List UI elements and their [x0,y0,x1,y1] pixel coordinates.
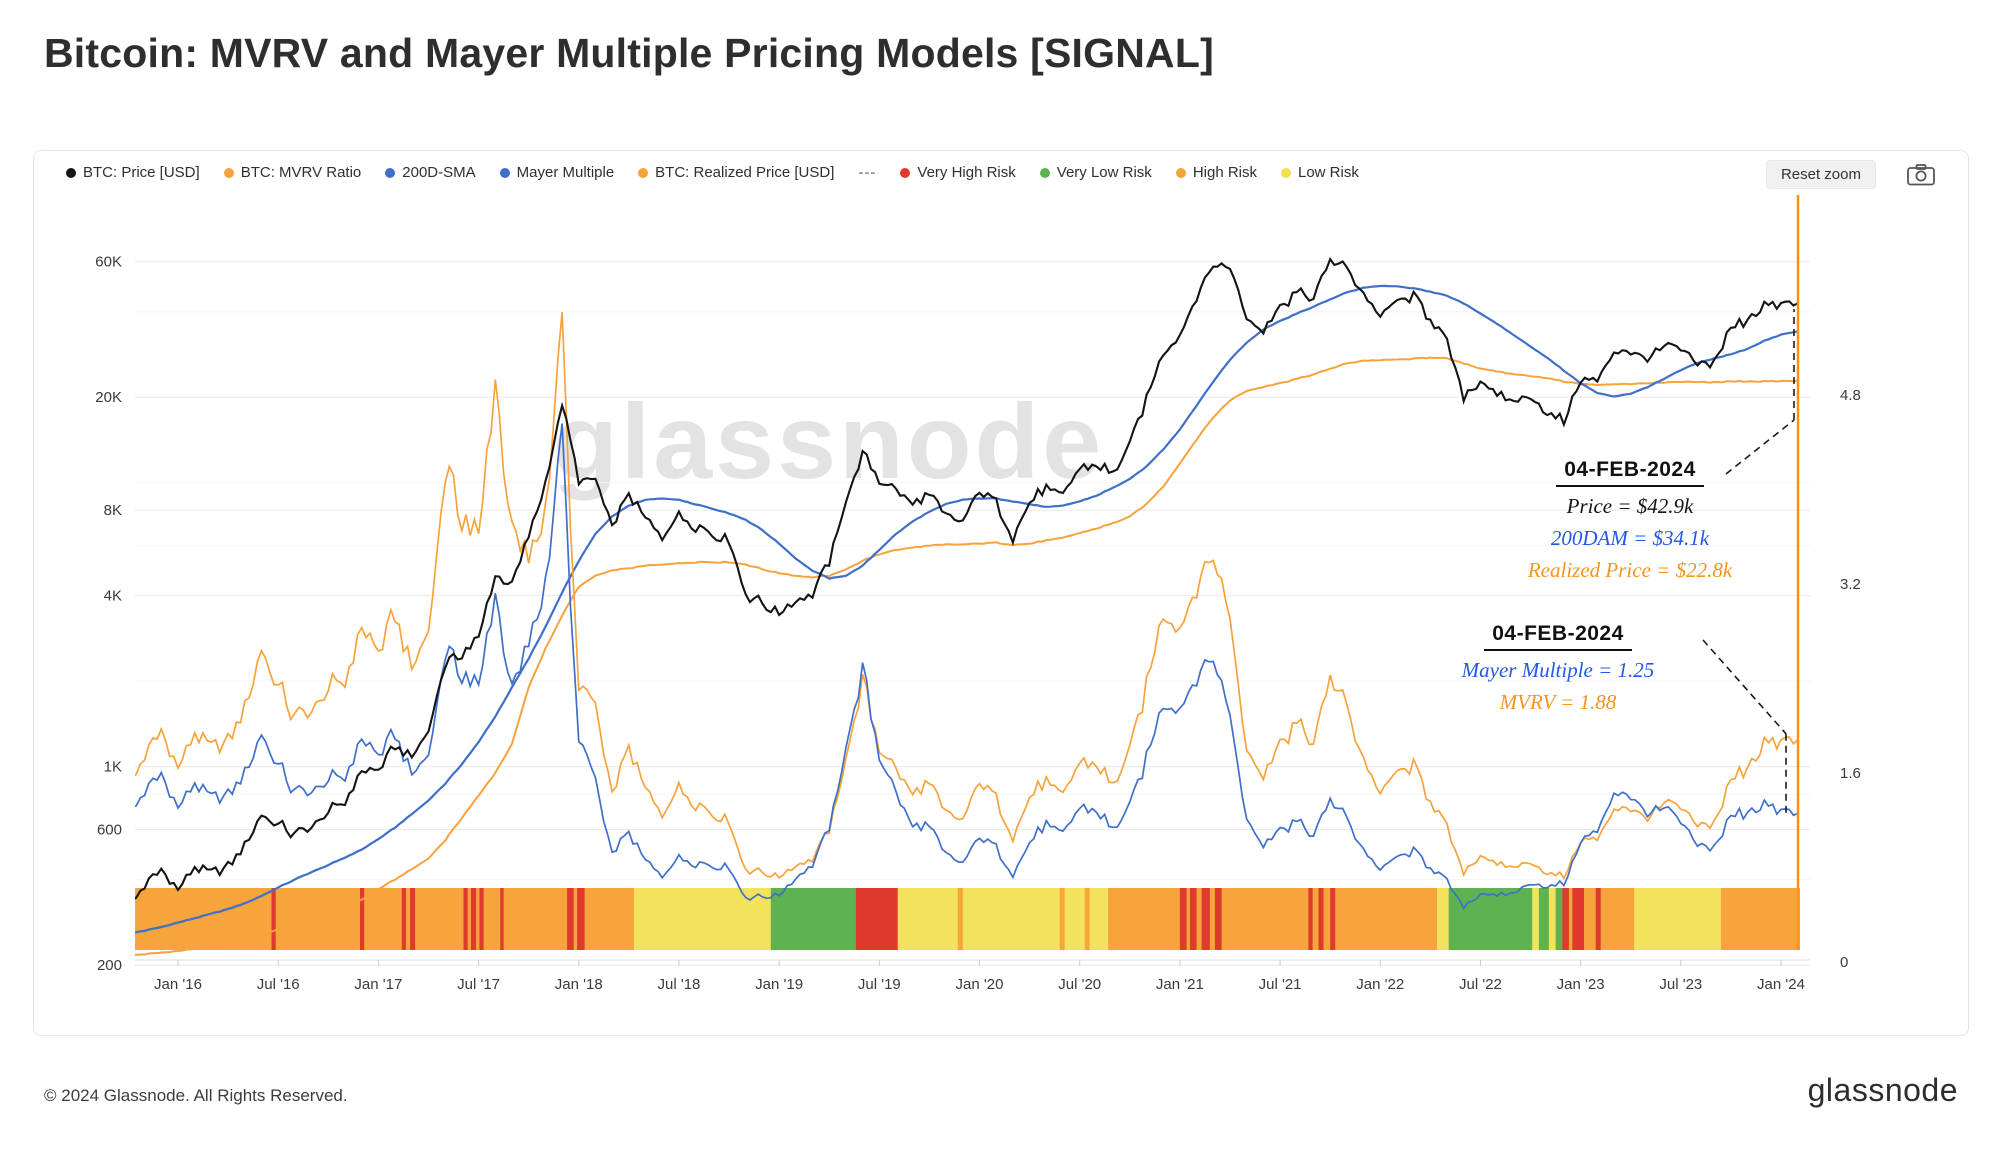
legend-dot [223,167,234,178]
legend-dot [499,167,510,178]
legend-label: BTC: Price [USD] [83,164,200,181]
chart-legend: BTC: Price [USD] BTC: MVRV Ratio 200D-SMA M… [66,164,1359,181]
annotation-200dam-value: 200DAM = $34.1k [1550,526,1710,550]
legend-dot [1175,167,1186,178]
camera-icon-svg [1907,164,1935,186]
camera-icon[interactable] [1906,163,1936,192]
page-title: Bitcoin: MVRV and Mayer Multiple Pricing… [44,30,1214,76]
annotation-realized-price-value: Realized Price = $22.8k [1527,558,1733,582]
legend-label: 200D-SMA [402,164,476,181]
legend-item[interactable]: BTC: Price [USD] [66,164,200,181]
legend-dot [66,167,76,178]
legend-label: High Risk [1192,164,1257,181]
annotation-ratios-box: 04-FEB-2024 Mayer Multiple = 1.25 MVRV =… [1408,622,1708,715]
legend-label: Low Risk [1298,164,1359,181]
legend-label: --- [858,164,877,181]
annotation-price-box: 04-FEB-2024 Price = $42.9k 200DAM = $34.… [1480,458,1780,583]
legend-dot [1281,167,1291,178]
legend-label: BTC: MVRV Ratio [240,164,362,181]
legend-dot [900,167,911,178]
glassnode-logo: glassnode [1807,1072,1958,1108]
annotation-price-value: Price = $42.9k [1566,494,1694,518]
legend-label: Very High Risk [917,164,1016,181]
annotation-date: 04-FEB-2024 [1556,458,1704,487]
legend-dot [1039,167,1050,178]
legend-item[interactable]: Low Risk [1281,164,1359,181]
legend-item[interactable]: BTC: MVRV Ratio [223,164,362,181]
legend-label: BTC: Realized Price [USD] [655,164,835,181]
watermark: glassnode [553,383,1105,501]
annotation-mvrv-value: MVRV = 1.88 [1499,690,1617,714]
legend-label: Mayer Multiple [516,164,615,181]
legend-item[interactable]: Very High Risk [900,164,1016,181]
legend-item[interactable]: High Risk [1175,164,1257,181]
copyright: © 2024 Glassnode. All Rights Reserved. [44,1086,348,1105]
annotation-date: 04-FEB-2024 [1484,622,1632,651]
legend-dot [638,167,649,178]
annotation-mayer-value: Mayer Multiple = 1.25 [1461,658,1655,682]
legend-item[interactable]: BTC: Realized Price [USD] [638,164,834,181]
legend-item[interactable]: Very Low Risk [1039,164,1152,181]
legend-item[interactable]: --- [858,164,876,181]
reset-zoom-button[interactable]: Reset zoom [1765,160,1876,189]
chart-card [33,150,1969,1036]
legend-item[interactable]: 200D-SMA [385,164,476,181]
legend-label: Very Low Risk [1056,164,1152,181]
legend-item[interactable]: Mayer Multiple [499,164,615,181]
legend-dot [385,167,396,178]
